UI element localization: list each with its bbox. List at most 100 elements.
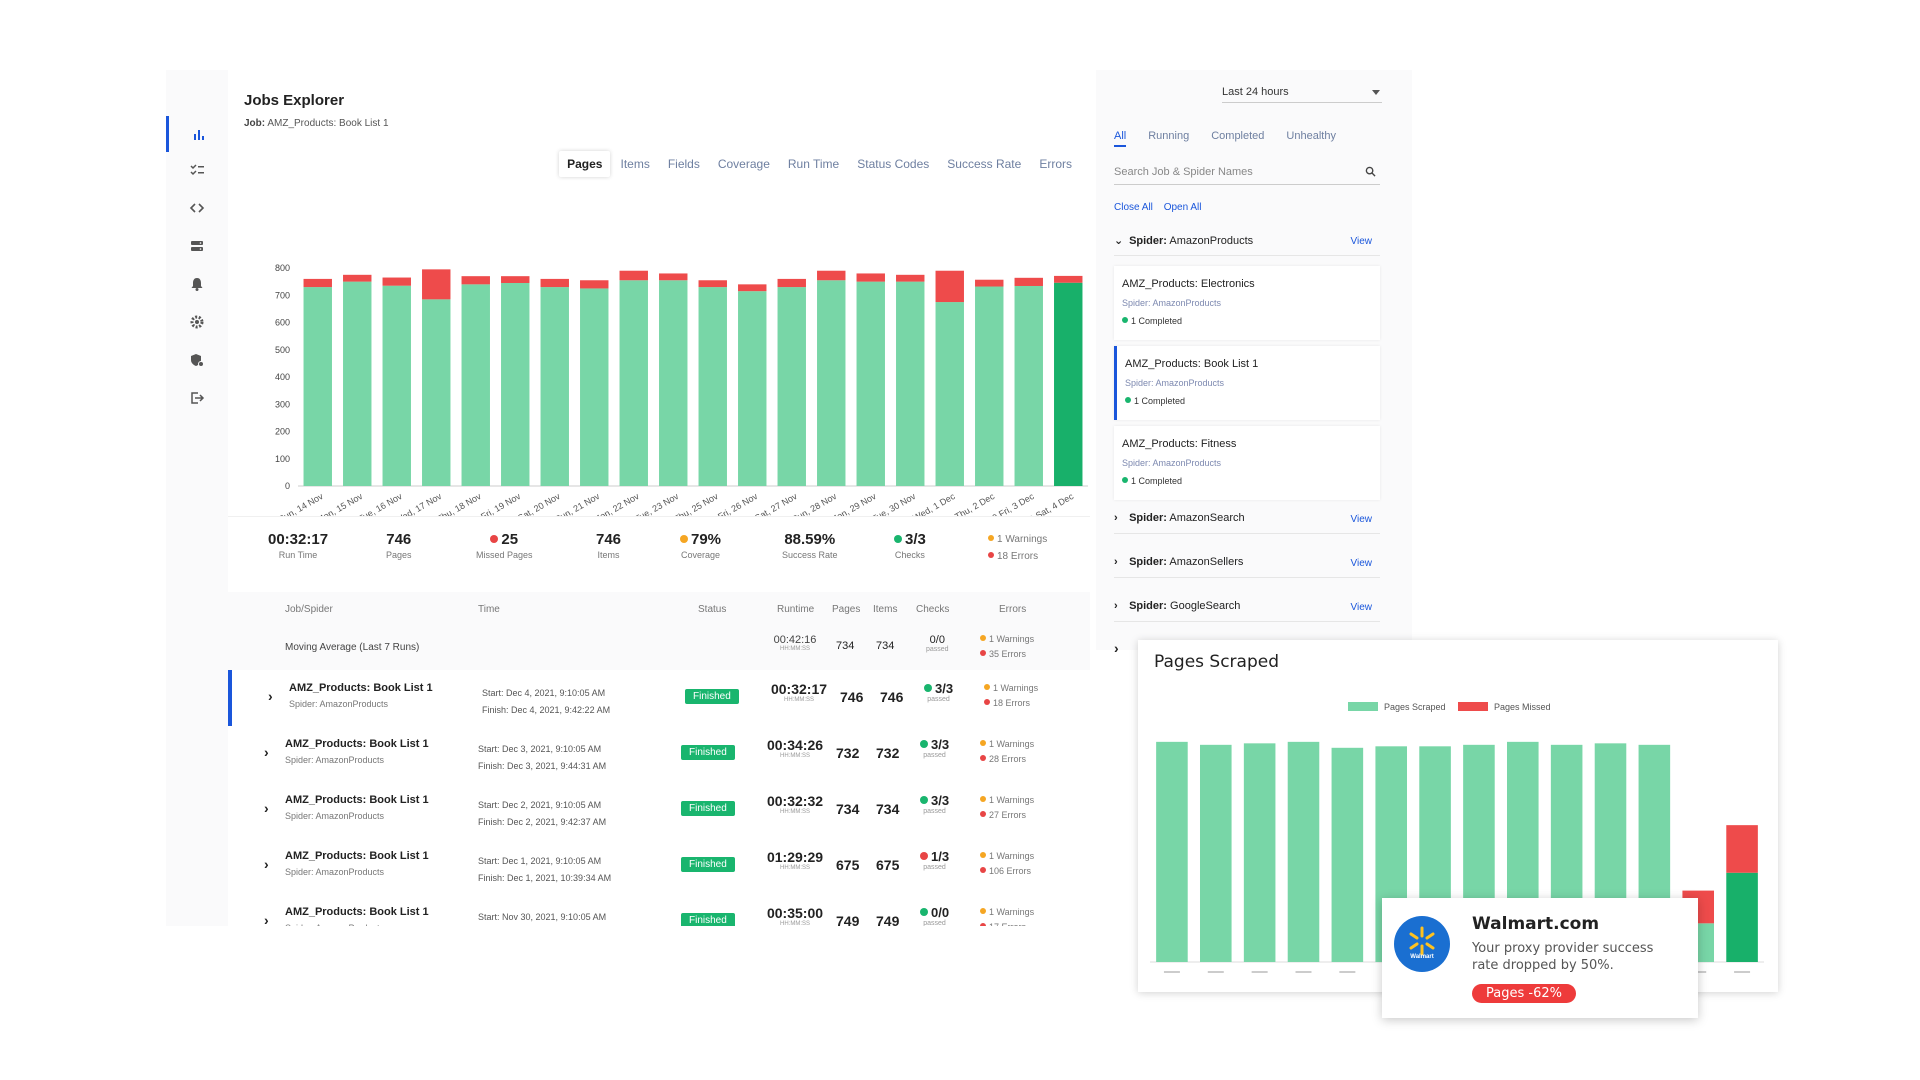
tab-run-time[interactable]: Run Time — [787, 157, 840, 171]
bar-pages-scraped[interactable] — [896, 281, 925, 486]
bar-pages-missed[interactable] — [580, 280, 609, 289]
close-all-link[interactable]: Close All — [1114, 202, 1153, 213]
nav-settings[interactable] — [166, 304, 228, 340]
chevron-right-icon[interactable]: › — [1114, 640, 1119, 656]
tab-unhealthy[interactable]: Unhealthy — [1286, 130, 1336, 142]
bar-pages-scraped[interactable] — [698, 287, 727, 486]
bar-pages-scraped[interactable] — [1243, 743, 1276, 962]
chevron-right-icon[interactable]: › — [264, 744, 269, 760]
bar-pages-scraped[interactable] — [422, 299, 451, 486]
tab-running[interactable]: Running — [1148, 130, 1190, 142]
bar-pages-scraped[interactable] — [382, 285, 411, 486]
bar-pages-scraped[interactable] — [817, 280, 846, 486]
tab-status-codes[interactable]: Status Codes — [857, 157, 930, 171]
bar-pages-scraped[interactable] — [1331, 747, 1364, 962]
bar-pages-missed[interactable] — [540, 278, 569, 288]
nav-logout[interactable] — [166, 380, 228, 416]
spider-group-amazonproducts[interactable]: ⌄ Spider: AmazonProducts View — [1114, 234, 1380, 256]
bar-pages-missed[interactable] — [1726, 825, 1758, 873]
job-card[interactable]: AMZ_Products: Electronics Spider: Amazon… — [1114, 266, 1380, 340]
bar-pages-scraped[interactable] — [303, 287, 332, 486]
bar-pages-missed[interactable] — [975, 279, 1004, 287]
bar-pages-missed[interactable] — [343, 274, 372, 282]
bar-pages-scraped[interactable] — [1156, 741, 1188, 962]
table-row[interactable]: › AMZ_Products: Book List 1 Spider: Amazon… — [228, 670, 1090, 726]
tab-success-rate[interactable]: Success Rate — [947, 157, 1022, 171]
nav-checks[interactable] — [166, 152, 228, 188]
bar-pages-scraped[interactable] — [540, 287, 569, 486]
row-job-name[interactable]: AMZ_Products: Book List 1 — [285, 738, 429, 750]
row-job-name[interactable]: AMZ_Products: Book List 1 — [289, 682, 433, 694]
nav-alerts[interactable] — [166, 266, 228, 302]
tab-coverage[interactable]: Coverage — [717, 157, 770, 171]
bar-pages-scraped[interactable] — [1199, 744, 1232, 962]
bar-pages-missed[interactable] — [1054, 275, 1083, 283]
chevron-right-icon[interactable]: › — [268, 688, 273, 704]
nav-servers[interactable] — [166, 228, 228, 264]
bar-pages-scraped[interactable] — [619, 280, 648, 486]
table-row[interactable]: › AMZ_Products: Book List 1 Spider: Amazon… — [228, 726, 1090, 782]
bar-pages-scraped[interactable] — [935, 302, 964, 486]
view-link[interactable]: View — [1350, 514, 1373, 525]
alert-toast[interactable]: Walmart Walmart.com Your proxy provider … — [1382, 898, 1698, 1018]
table-row[interactable]: › AMZ_Products: Book List 1 Spider: Amazon… — [228, 782, 1090, 838]
bar-pages-missed[interactable] — [461, 276, 490, 285]
bar-pages-missed[interactable] — [935, 270, 964, 303]
bar-pages-scraped[interactable] — [1287, 741, 1320, 962]
bar-pages-missed[interactable] — [501, 276, 530, 283]
bar-pages-scraped[interactable] — [343, 281, 372, 486]
spider-group-googlesearch[interactable]: › Spider: GoogleSearch View — [1114, 600, 1380, 622]
tab-fields[interactable]: Fields — [667, 157, 700, 171]
tab-items[interactable]: Items — [620, 157, 650, 171]
bar-pages-scraped[interactable] — [461, 284, 490, 486]
bar-pages-missed[interactable] — [382, 277, 411, 286]
tab-errors[interactable]: Errors — [1039, 157, 1072, 171]
tab-completed[interactable]: Completed — [1211, 130, 1265, 142]
bar-pages-missed[interactable] — [856, 273, 885, 282]
bar-pages-scraped[interactable] — [738, 291, 767, 486]
bar-pages-missed[interactable] — [659, 273, 688, 281]
bar-pages-scraped[interactable] — [580, 288, 609, 486]
spider-group-amazonsellers[interactable]: › Spider: AmazonSellers View — [1114, 556, 1380, 578]
chevron-right-icon[interactable]: › — [264, 912, 269, 926]
job-card[interactable]: AMZ_Products: Fitness Spider: AmazonProd… — [1114, 426, 1380, 500]
nav-code[interactable] — [166, 190, 228, 226]
view-link[interactable]: View — [1350, 602, 1373, 613]
view-link[interactable]: View — [1350, 558, 1373, 569]
chevron-right-icon[interactable]: › — [264, 800, 269, 816]
tab-all[interactable]: All — [1114, 130, 1127, 147]
tab-pages[interactable]: Pages — [559, 151, 611, 177]
nav-security[interactable] — [166, 342, 228, 378]
bar-pages-missed[interactable] — [777, 278, 806, 288]
bar-pages-missed[interactable] — [896, 274, 925, 282]
view-link[interactable]: View — [1350, 236, 1373, 247]
bar-pages-scraped[interactable] — [501, 282, 530, 486]
bar-pages-scraped[interactable] — [1014, 285, 1043, 486]
bar-pages-scraped[interactable] — [975, 286, 1004, 486]
bar-pages-scraped[interactable] — [1726, 872, 1758, 962]
nav-dashboard[interactable] — [166, 116, 228, 152]
time-range-select[interactable]: Last 24 hours — [1222, 86, 1382, 103]
bar-pages-missed[interactable] — [817, 270, 846, 281]
bar-pages-missed[interactable] — [303, 278, 332, 288]
job-card-selected[interactable]: AMZ_Products: Book List 1 Spider: Amazon… — [1114, 346, 1380, 420]
bar-pages-missed[interactable] — [619, 270, 648, 281]
bar-pages-scraped[interactable] — [659, 280, 688, 486]
table-row[interactable]: › AMZ_Products: Book List 1 Spider: Amazon… — [228, 838, 1090, 894]
row-job-name[interactable]: AMZ_Products: Book List 1 — [285, 794, 429, 806]
bar-pages-missed[interactable] — [738, 284, 767, 292]
bar-pages-missed[interactable] — [1014, 277, 1043, 286]
row-job-name[interactable]: AMZ_Products: Book List 1 — [285, 906, 429, 918]
table-row[interactable]: › AMZ_Products: Book List 1 Spider: Amazon… — [228, 894, 1090, 926]
bar-pages-scraped[interactable] — [1054, 282, 1083, 486]
bar-pages-missed[interactable] — [698, 280, 727, 288]
search-input[interactable] — [1114, 166, 1344, 178]
spider-group-amazonsearch[interactable]: › Spider: AmazonSearch View — [1114, 512, 1380, 534]
open-all-link[interactable]: Open All — [1163, 202, 1202, 213]
chevron-right-icon[interactable]: › — [264, 856, 269, 872]
bar-pages-missed[interactable] — [422, 269, 451, 300]
row-job-name[interactable]: AMZ_Products: Book List 1 — [285, 850, 429, 862]
search-icon[interactable] — [1365, 166, 1376, 177]
bar-pages-scraped[interactable] — [777, 287, 806, 486]
bar-pages-scraped[interactable] — [856, 281, 885, 486]
